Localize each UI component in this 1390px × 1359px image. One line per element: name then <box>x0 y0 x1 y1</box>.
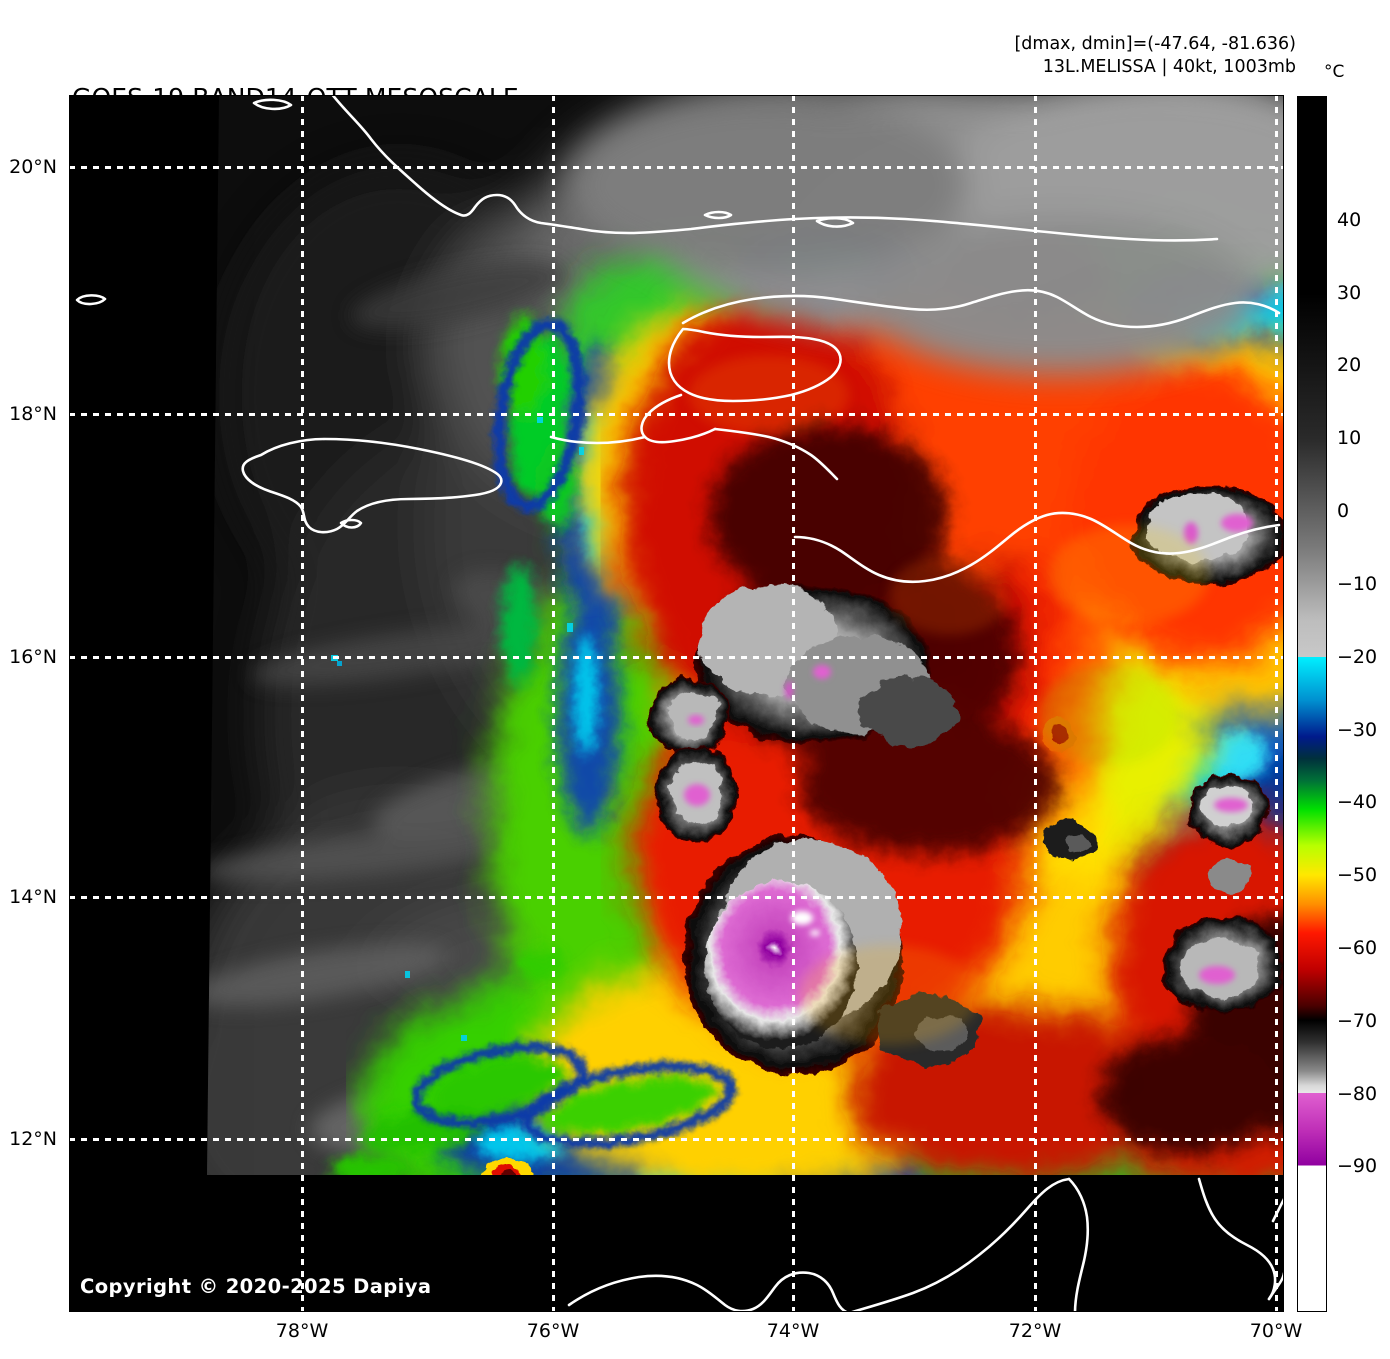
satellite-image-plot <box>69 95 1284 1312</box>
colorbar-tick-label-10: −60 <box>1337 936 1378 959</box>
ytick-label-4: 12°N <box>9 1128 57 1150</box>
colorbar-tick-label-11: −70 <box>1337 1009 1378 1032</box>
copyright-label: Copyright © 2020-2025 Dapiya <box>80 1275 432 1298</box>
xtick-label-1: 76°W <box>526 1320 580 1342</box>
colorbar <box>1297 96 1327 1312</box>
ytick-label-1: 18°N <box>9 403 57 425</box>
colorbar-unit-label: °C <box>1324 62 1345 82</box>
infrared-satellite-imagery <box>69 95 1284 1312</box>
gridline-lon-78 <box>301 95 304 1312</box>
data-range-label: [dmax, dmin]=(-47.64, -81.636) <box>1014 34 1296 54</box>
gridline-lat-20 <box>69 166 1284 169</box>
metadata-block: [dmax, dmin]=(-47.64, -81.636) 13L.MELIS… <box>1014 33 1296 79</box>
gridline-lon-74 <box>792 95 795 1312</box>
colorbar-tick-label-0: 40 <box>1337 208 1362 231</box>
gridline-lon-72 <box>1034 95 1037 1312</box>
storm-info-label: 13L.MELISSA | 40kt, 1003mb <box>1042 57 1296 77</box>
gridline-lon-70 <box>1275 95 1278 1312</box>
gridline-lat-14 <box>69 896 1284 899</box>
xtick-label-2: 74°W <box>766 1320 820 1342</box>
colorbar-tick-label-1: 30 <box>1337 281 1362 304</box>
colorbar-tick-label-8: −40 <box>1337 791 1378 814</box>
ytick-label-0: 20°N <box>9 156 57 178</box>
colorbar-tick-label-3: 10 <box>1337 427 1362 450</box>
colorbar-tick-label-2: 20 <box>1337 354 1362 377</box>
colorbar-tick-label-6: −20 <box>1337 645 1378 668</box>
colorbar-tick-label-9: −50 <box>1337 864 1378 887</box>
gridline-lon-76 <box>552 95 555 1312</box>
xtick-label-4: 70°W <box>1249 1320 1303 1342</box>
gridline-lat-12 <box>69 1138 1284 1141</box>
gridline-lat-18 <box>69 413 1284 416</box>
xtick-label-0: 78°W <box>275 1320 329 1342</box>
colorbar-tick-label-13: −90 <box>1337 1155 1378 1178</box>
colorbar-gradient <box>1298 97 1326 1311</box>
ytick-label-2: 16°N <box>9 646 57 668</box>
xtick-label-3: 72°W <box>1008 1320 1062 1342</box>
colorbar-tick-label-7: −30 <box>1337 718 1378 741</box>
gridline-lat-16 <box>69 656 1284 659</box>
colorbar-tick-label-4: 0 <box>1337 500 1350 522</box>
ytick-label-3: 14°N <box>9 886 57 908</box>
colorbar-tick-label-5: −10 <box>1337 572 1378 595</box>
colorbar-tick-label-12: −80 <box>1337 1082 1378 1105</box>
